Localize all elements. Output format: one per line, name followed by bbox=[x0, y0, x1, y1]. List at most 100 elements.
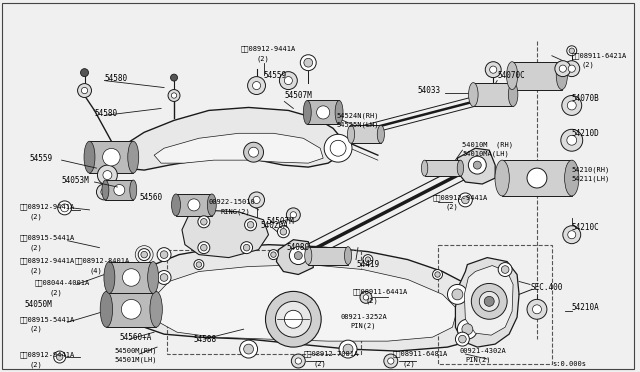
Bar bbox=[167, 250, 361, 354]
Circle shape bbox=[122, 299, 141, 319]
Text: 54580: 54580 bbox=[95, 109, 118, 118]
Text: (2): (2) bbox=[30, 326, 43, 333]
Ellipse shape bbox=[335, 100, 343, 124]
Circle shape bbox=[564, 61, 580, 77]
Text: (2): (2) bbox=[445, 203, 458, 210]
Circle shape bbox=[253, 81, 260, 90]
Circle shape bbox=[141, 251, 147, 258]
Ellipse shape bbox=[207, 194, 216, 216]
Circle shape bbox=[114, 185, 125, 195]
Ellipse shape bbox=[377, 125, 385, 143]
Circle shape bbox=[157, 248, 171, 262]
Text: ⓓ​08912-9441A: ⓓ​08912-9441A bbox=[20, 203, 75, 210]
Circle shape bbox=[280, 72, 298, 90]
Polygon shape bbox=[149, 264, 458, 341]
Circle shape bbox=[365, 257, 371, 262]
Text: 54507M: 54507M bbox=[284, 91, 312, 100]
Text: 54559: 54559 bbox=[264, 71, 287, 80]
Text: ⓓ​08912-9441A: ⓓ​08912-9441A bbox=[241, 45, 296, 52]
Circle shape bbox=[501, 266, 509, 273]
Circle shape bbox=[452, 289, 463, 300]
Text: 54050M: 54050M bbox=[25, 300, 52, 309]
Circle shape bbox=[239, 340, 257, 358]
Ellipse shape bbox=[508, 83, 518, 106]
Bar bbox=[106, 291, 156, 327]
Text: 08921-3252A: 08921-3252A bbox=[340, 314, 387, 320]
Text: 54419: 54419 bbox=[356, 260, 379, 269]
Circle shape bbox=[172, 93, 177, 98]
Circle shape bbox=[527, 168, 547, 188]
Ellipse shape bbox=[102, 180, 109, 200]
Ellipse shape bbox=[128, 141, 139, 173]
Circle shape bbox=[458, 319, 477, 339]
Circle shape bbox=[295, 358, 301, 364]
Text: 54560: 54560 bbox=[140, 193, 163, 202]
Circle shape bbox=[555, 61, 571, 77]
Circle shape bbox=[247, 221, 254, 228]
Text: 54210(RH): 54210(RH) bbox=[572, 167, 610, 173]
Circle shape bbox=[363, 254, 373, 264]
Polygon shape bbox=[276, 240, 313, 275]
Text: 54070C: 54070C bbox=[497, 71, 525, 80]
Ellipse shape bbox=[564, 160, 579, 196]
Ellipse shape bbox=[468, 83, 478, 106]
Polygon shape bbox=[129, 245, 497, 351]
Circle shape bbox=[170, 74, 177, 81]
Ellipse shape bbox=[506, 62, 518, 90]
Circle shape bbox=[58, 201, 72, 215]
Circle shape bbox=[198, 242, 210, 254]
Polygon shape bbox=[154, 133, 323, 163]
Circle shape bbox=[277, 226, 289, 238]
Circle shape bbox=[317, 106, 330, 119]
Text: 54080: 54080 bbox=[286, 243, 310, 252]
Text: 54507M: 54507M bbox=[266, 217, 294, 226]
Ellipse shape bbox=[150, 291, 163, 327]
Bar bbox=[308, 247, 348, 264]
Circle shape bbox=[253, 196, 260, 203]
Text: ⓜ​08915-5441A: ⓜ​08915-5441A bbox=[20, 234, 75, 241]
Ellipse shape bbox=[495, 160, 509, 196]
Text: (2): (2) bbox=[50, 289, 63, 296]
Bar bbox=[438, 245, 552, 364]
Circle shape bbox=[388, 358, 394, 364]
Circle shape bbox=[339, 340, 357, 358]
Circle shape bbox=[456, 332, 469, 346]
Bar bbox=[307, 100, 339, 124]
Text: (2): (2) bbox=[30, 267, 43, 274]
Ellipse shape bbox=[556, 62, 568, 90]
Polygon shape bbox=[465, 266, 513, 335]
Circle shape bbox=[532, 305, 541, 314]
Circle shape bbox=[485, 62, 501, 78]
Circle shape bbox=[567, 135, 577, 145]
Circle shape bbox=[244, 142, 264, 162]
Ellipse shape bbox=[84, 141, 95, 173]
Bar bbox=[106, 180, 133, 200]
Ellipse shape bbox=[421, 160, 428, 176]
Text: 00922-15010: 00922-15010 bbox=[209, 199, 255, 205]
Text: ⓓ​08912-9441A: ⓓ​08912-9441A bbox=[20, 352, 75, 358]
Circle shape bbox=[243, 244, 250, 251]
Ellipse shape bbox=[172, 194, 180, 216]
Circle shape bbox=[280, 228, 287, 235]
Circle shape bbox=[157, 270, 171, 285]
Text: (2): (2) bbox=[257, 55, 269, 62]
Text: 54010M  (RH): 54010M (RH) bbox=[462, 142, 513, 148]
Text: PIN(2): PIN(2) bbox=[465, 357, 491, 363]
Circle shape bbox=[561, 129, 582, 151]
Text: (2): (2) bbox=[366, 297, 379, 304]
Text: 54588: 54588 bbox=[194, 335, 217, 344]
Circle shape bbox=[562, 96, 582, 115]
Circle shape bbox=[343, 344, 353, 354]
Text: 54210D: 54210D bbox=[572, 129, 600, 138]
Text: ⓓ​08911-6441A: ⓓ​08911-6441A bbox=[353, 288, 408, 295]
Circle shape bbox=[490, 66, 497, 73]
Circle shape bbox=[527, 299, 547, 319]
Circle shape bbox=[200, 244, 207, 251]
Circle shape bbox=[241, 242, 253, 254]
Text: 54020A: 54020A bbox=[260, 221, 288, 230]
Text: 54010MA(LH): 54010MA(LH) bbox=[462, 151, 509, 157]
Text: 54033: 54033 bbox=[418, 86, 441, 95]
Circle shape bbox=[360, 291, 372, 303]
Polygon shape bbox=[111, 108, 343, 170]
Circle shape bbox=[138, 248, 150, 260]
